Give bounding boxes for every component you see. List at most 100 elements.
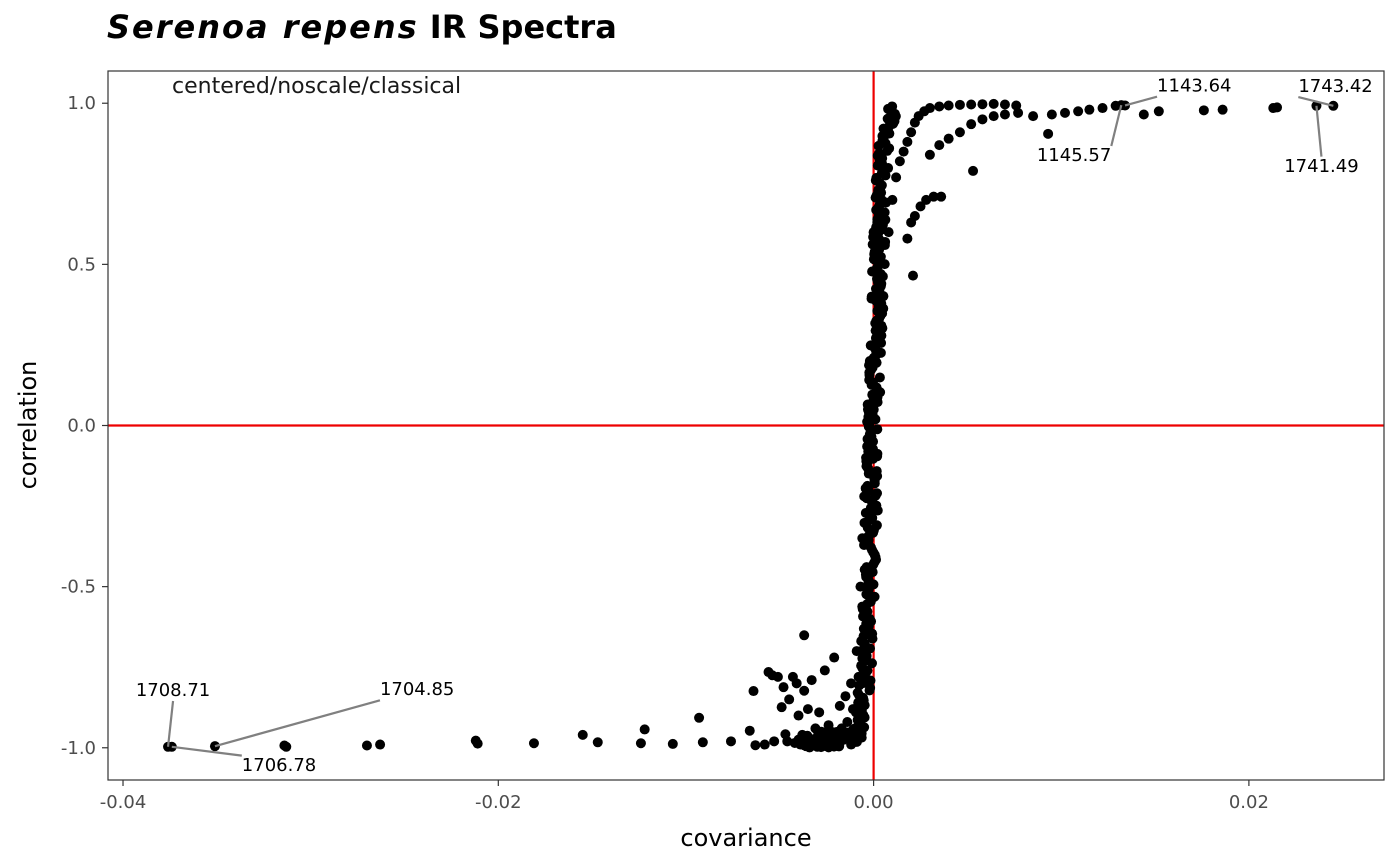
data-point xyxy=(844,729,855,740)
data-point xyxy=(1028,111,1039,122)
data-point xyxy=(776,702,787,713)
data-point xyxy=(769,736,780,747)
data-point xyxy=(887,194,898,205)
data-point xyxy=(977,114,988,125)
data-point xyxy=(694,712,705,723)
data-point xyxy=(806,675,817,686)
point-labels: 1708.71 1704.85 1706.78 1143.64 1145.57 1743.… xyxy=(136,75,1373,775)
data-points xyxy=(163,98,1339,753)
data-point xyxy=(725,736,736,747)
data-point xyxy=(1013,107,1024,118)
data-point xyxy=(874,372,885,383)
label-leader-line xyxy=(1298,95,1334,107)
data-point xyxy=(851,646,862,657)
x-tick-label: 0.00 xyxy=(854,792,894,813)
data-point xyxy=(782,736,793,747)
data-point xyxy=(871,520,882,531)
data-point xyxy=(876,220,887,231)
data-point xyxy=(1043,128,1054,139)
data-point xyxy=(1138,109,1149,120)
data-point xyxy=(968,165,979,176)
data-point xyxy=(879,240,890,251)
data-point xyxy=(954,99,965,110)
data-point xyxy=(859,491,870,502)
y-tick-label: 0.5 xyxy=(67,254,96,275)
data-point xyxy=(759,739,770,750)
data-point xyxy=(988,98,999,109)
data-point xyxy=(898,146,909,157)
x-tick-label: -0.02 xyxy=(475,792,522,813)
data-point xyxy=(667,738,678,749)
data-point xyxy=(697,737,708,748)
data-point xyxy=(846,678,857,689)
data-point xyxy=(819,665,830,676)
data-point xyxy=(472,738,483,749)
label-leader-line xyxy=(171,745,242,757)
point-label: 1143.64 xyxy=(1157,75,1231,96)
data-point xyxy=(906,127,917,138)
data-point xyxy=(799,685,810,696)
data-point xyxy=(894,156,905,167)
data-point xyxy=(793,710,804,721)
x-tick-label: -0.04 xyxy=(100,792,147,813)
data-point xyxy=(810,723,821,734)
data-point xyxy=(528,738,539,749)
data-point xyxy=(866,291,877,302)
data-point xyxy=(1046,109,1057,120)
data-point xyxy=(1097,103,1108,114)
y-tick-label: -1.0 xyxy=(61,738,96,759)
label-leader-line xyxy=(166,700,175,747)
data-point xyxy=(639,724,650,735)
data-point xyxy=(966,99,977,110)
point-label: 1706.78 xyxy=(242,755,316,776)
x-axis-title: covariance xyxy=(680,824,811,852)
data-point xyxy=(902,136,913,147)
x-axis: -0.04 -0.02 0.00 0.02 xyxy=(100,780,1269,813)
label-leader-line xyxy=(1315,105,1323,157)
y-tick-label: 1.0 xyxy=(67,93,96,114)
data-point xyxy=(842,716,853,727)
label-leader-line xyxy=(1124,95,1158,107)
data-point xyxy=(592,737,603,748)
data-point xyxy=(936,191,947,202)
data-point xyxy=(840,691,851,702)
data-point xyxy=(829,652,840,663)
data-point xyxy=(1153,106,1164,117)
data-point xyxy=(799,630,810,641)
data-point xyxy=(954,127,965,138)
data-point xyxy=(977,99,988,110)
data-point xyxy=(864,356,875,367)
data-point xyxy=(921,194,932,205)
data-point xyxy=(1217,104,1228,115)
data-point xyxy=(1073,106,1084,117)
y-tick-label: -0.5 xyxy=(61,577,96,598)
data-point xyxy=(862,404,873,415)
data-point xyxy=(791,678,802,689)
data-point xyxy=(915,201,926,212)
data-point xyxy=(849,723,860,734)
data-point xyxy=(281,741,292,752)
data-point xyxy=(577,729,588,740)
point-label: 1704.85 xyxy=(380,679,454,700)
data-point xyxy=(999,109,1010,120)
data-point xyxy=(361,740,372,751)
data-point xyxy=(1272,102,1283,113)
chart-title-regular: IR Spectra xyxy=(429,8,617,46)
data-point xyxy=(834,700,845,711)
data-point xyxy=(999,99,1010,110)
data-point xyxy=(847,704,858,715)
chart-title-italic: Serenoa repens xyxy=(107,8,419,46)
data-point xyxy=(802,704,813,715)
method-annotation: centered/noscale/classical xyxy=(172,74,461,99)
data-point xyxy=(831,729,842,740)
point-label: 1708.71 xyxy=(136,680,210,701)
data-point xyxy=(744,725,755,736)
y-axis-title: correlation xyxy=(14,361,42,490)
data-point xyxy=(784,694,795,705)
data-point xyxy=(814,707,825,718)
data-point xyxy=(868,227,879,238)
y-axis: -1.0 -0.5 0.0 0.5 1.0 xyxy=(61,93,108,759)
data-point xyxy=(943,133,954,144)
data-point xyxy=(883,227,894,238)
